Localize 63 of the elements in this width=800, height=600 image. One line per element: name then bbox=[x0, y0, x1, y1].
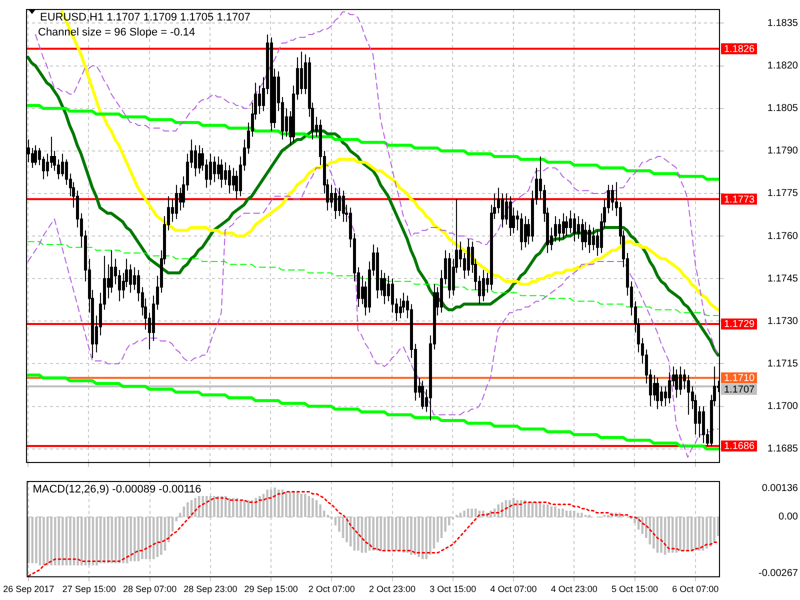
y-tick-label: -0.00267 bbox=[758, 568, 798, 579]
x-tick-label: 26 Sep 2017 bbox=[3, 584, 54, 594]
y-tick-label: 1.1775 bbox=[767, 188, 798, 200]
x-tick-label: 4 Oct 23:00 bbox=[550, 584, 598, 594]
x-tick-label: 27 Sep 15:00 bbox=[62, 584, 116, 594]
candlestick bbox=[653, 374, 656, 402]
ref-line-label: 1.1729 bbox=[724, 319, 756, 330]
candlestick bbox=[524, 216, 527, 248]
candlestick bbox=[387, 275, 390, 302]
x-tick-label: 29 Sep 15:00 bbox=[244, 584, 298, 594]
candlestick bbox=[668, 372, 671, 404]
candlestick bbox=[660, 386, 663, 407]
candlestick bbox=[562, 212, 565, 240]
candlestick bbox=[569, 210, 572, 234]
x-tick-label: 28 Sep 23:00 bbox=[184, 584, 238, 594]
candlestick bbox=[133, 266, 136, 290]
y-tick-label: 1.1805 bbox=[767, 103, 798, 114]
y-tick-label: 1.1790 bbox=[767, 146, 798, 157]
candlestick bbox=[46, 153, 49, 177]
candlestick bbox=[175, 184, 178, 220]
candlestick bbox=[554, 216, 557, 242]
x-tick-label: 4 Oct 07:00 bbox=[490, 584, 537, 594]
ref-line-label: 1.1686 bbox=[724, 441, 756, 452]
y-tick-label: 1.1730 bbox=[767, 316, 798, 327]
x-tick-label: 28 Sep 07:00 bbox=[123, 584, 177, 594]
candlestick bbox=[50, 136, 53, 168]
candlestick bbox=[34, 144, 37, 166]
ref-line-label: 1.1826 bbox=[724, 44, 756, 55]
candlestick bbox=[577, 216, 580, 240]
x-tick-label: 6 Oct 07:00 bbox=[672, 584, 719, 594]
x-tick-label: 2 Oct 07:00 bbox=[308, 584, 355, 594]
y-tick-label: 1.1685 bbox=[767, 444, 798, 455]
candlestick bbox=[61, 153, 64, 177]
candlestick bbox=[224, 162, 227, 186]
y-tick-label: 1.1745 bbox=[767, 273, 798, 284]
candlestick bbox=[209, 153, 212, 186]
x-tick-label: 2 Oct 23:00 bbox=[369, 584, 416, 594]
chart-title: MACD(12,26,9) -0.00089 -0.00116 bbox=[32, 484, 202, 496]
candlestick bbox=[505, 192, 508, 226]
y-tick-label: 0.00136 bbox=[762, 483, 798, 494]
candlestick bbox=[467, 238, 470, 276]
candlestick bbox=[361, 275, 364, 305]
ref-line-label: 1.1773 bbox=[724, 194, 756, 206]
candlestick bbox=[482, 270, 485, 302]
candlestick bbox=[592, 226, 595, 251]
line-series bbox=[27, 164, 719, 458]
candlestick bbox=[198, 144, 201, 174]
ref-line-label: 1.1707 bbox=[724, 384, 756, 396]
y-tick-label: 0.00 bbox=[778, 512, 798, 523]
y-tick-label: 1.1760 bbox=[767, 230, 798, 242]
candlestick bbox=[679, 366, 682, 396]
candlestick bbox=[338, 187, 341, 217]
y-tick-label: 1.1820 bbox=[767, 60, 798, 72]
y-tick-label: 1.1700 bbox=[767, 401, 798, 412]
candlestick bbox=[232, 167, 235, 192]
candlestick bbox=[217, 156, 220, 180]
candlestick bbox=[584, 221, 587, 248]
ref-line-label: 1.1710 bbox=[724, 373, 756, 384]
candlestick bbox=[330, 184, 333, 208]
y-tick-label: 1.1715 bbox=[767, 358, 798, 370]
x-tick-label: 3 Oct 15:00 bbox=[430, 584, 476, 594]
y-tick-label: 1.1835 bbox=[767, 18, 798, 29]
x-tick-label: 5 Oct 15:00 bbox=[611, 584, 658, 594]
